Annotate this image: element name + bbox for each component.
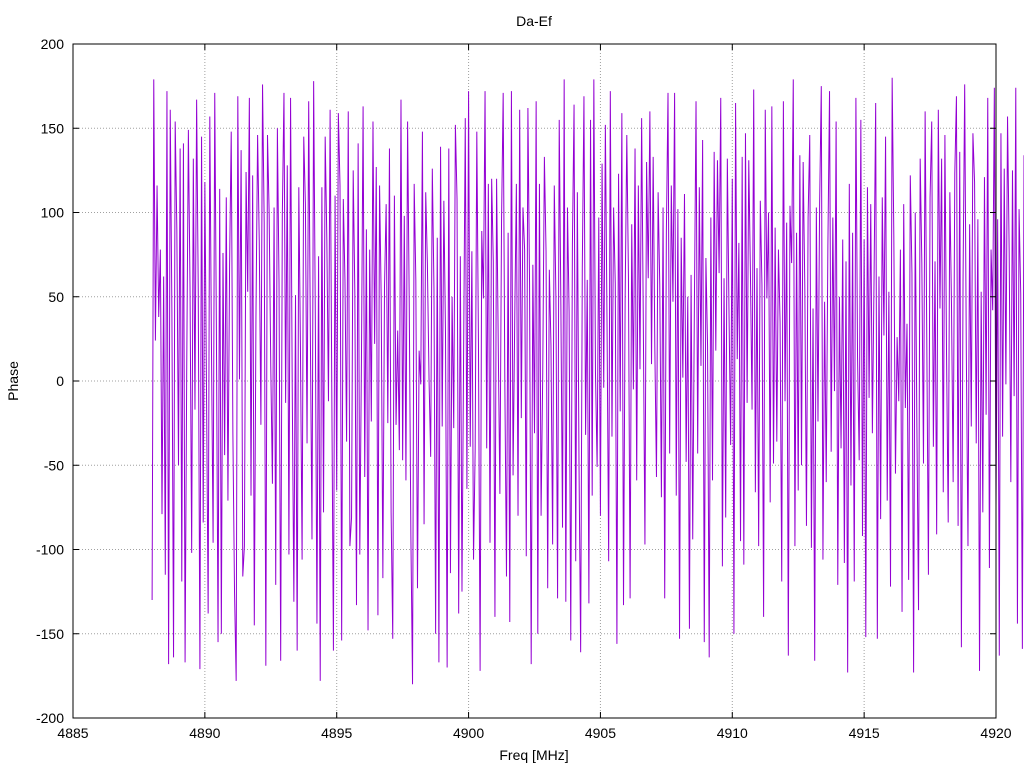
y-tick-label: -150 [36,626,64,642]
y-tick-label: -50 [44,457,64,473]
x-tick-label: 4885 [57,725,88,741]
y-tick-label: -100 [36,542,64,558]
y-tick-label: 100 [41,205,65,221]
series-layer [151,77,1024,685]
x-tick-labels: 4885 4890 4895 4900 4905 4910 4915 4920 [57,725,1011,741]
chart-title: Da-Ef [516,13,552,29]
y-tick-label: 150 [41,120,65,136]
y-tick-label: 200 [41,36,65,52]
y-axis-label: Phase [5,361,21,401]
y-tick-labels: -200 -150 -100 -50 0 50 100 150 200 [36,36,64,726]
x-tick-label: 4920 [980,725,1011,741]
phase-series-line [151,77,1024,685]
y-tick-label: 50 [48,289,64,305]
x-tick-label: 4890 [189,725,220,741]
x-tick-label: 4915 [849,725,880,741]
x-tick-label: 4900 [453,725,484,741]
x-tick-label: 4910 [717,725,748,741]
y-tick-label: 0 [56,373,64,389]
x-axis-label: Freq [MHz] [499,747,568,763]
x-tick-label: 4895 [321,725,352,741]
y-tick-label: -200 [36,710,64,726]
x-tick-label: 4905 [585,725,616,741]
tick-marks [72,43,997,719]
